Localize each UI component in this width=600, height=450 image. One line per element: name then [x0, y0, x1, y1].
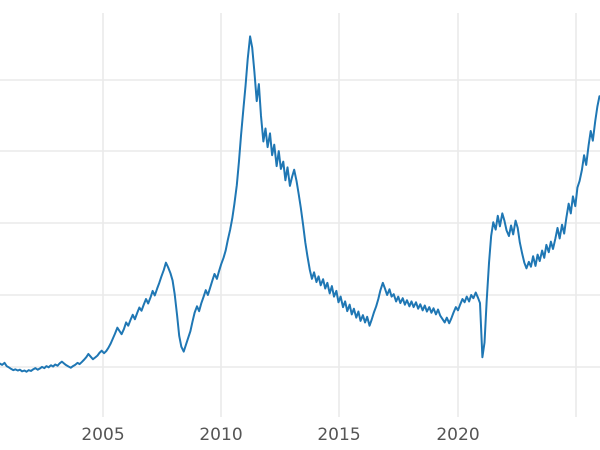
series-line	[0, 35, 600, 373]
line-series	[0, 35, 600, 373]
x-tick-label-2015: 2015	[317, 425, 361, 445]
gridlines	[0, 13, 600, 417]
x-tick-label-2020: 2020	[436, 425, 480, 445]
x-tick-label-2005: 2005	[81, 425, 125, 445]
x-axis-tick-labels: 2005 2010 2015 2020	[0, 417, 600, 450]
plot-area	[0, 13, 600, 417]
x-tick-label-2010: 2010	[199, 425, 243, 445]
